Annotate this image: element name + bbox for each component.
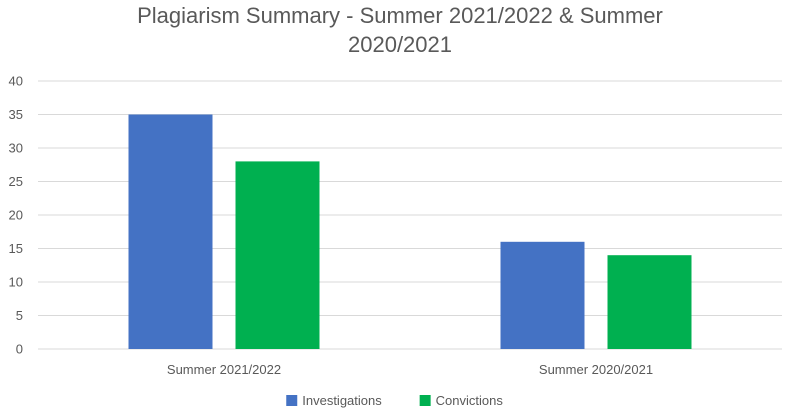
y-tick-label: 40: [9, 74, 23, 89]
y-tick-label: 20: [9, 208, 23, 223]
y-tick-label: 15: [9, 241, 23, 256]
x-category-label: Summer 2021/2022: [167, 362, 281, 377]
bar-investigations: [128, 114, 213, 349]
y-axis-tick-labels: 0 5 10 15 20 25 30 35 40: [9, 74, 23, 357]
legend: Investigations Convictions: [286, 393, 503, 408]
bar-convictions: [607, 255, 692, 349]
legend-swatch: [286, 395, 298, 406]
y-tick-label: 0: [16, 342, 23, 357]
legend-item-convictions: Convictions: [419, 393, 504, 408]
legend-swatch: [419, 395, 431, 406]
bar-convictions: [235, 161, 320, 349]
y-tick-label: 35: [9, 107, 23, 122]
chart-title: Plagiarism Summary - Summer 2021/2022 & …: [137, 3, 663, 57]
legend-item-investigations: Investigations: [286, 393, 382, 408]
bars: [128, 114, 692, 349]
chart-title-line-2: 2020/2021: [348, 32, 452, 57]
y-tick-label: 5: [16, 308, 23, 323]
y-tick-label: 10: [9, 275, 23, 290]
bar-investigations: [500, 241, 585, 349]
x-axis-category-labels: Summer 2021/2022 Summer 2020/2021: [167, 362, 653, 377]
x-category-label: Summer 2020/2021: [539, 362, 653, 377]
y-tick-label: 25: [9, 174, 23, 189]
chart-title-line-1: Plagiarism Summary - Summer 2021/2022 & …: [137, 3, 663, 28]
legend-label: Convictions: [436, 393, 504, 408]
legend-label: Investigations: [302, 393, 382, 408]
y-tick-label: 30: [9, 141, 23, 156]
